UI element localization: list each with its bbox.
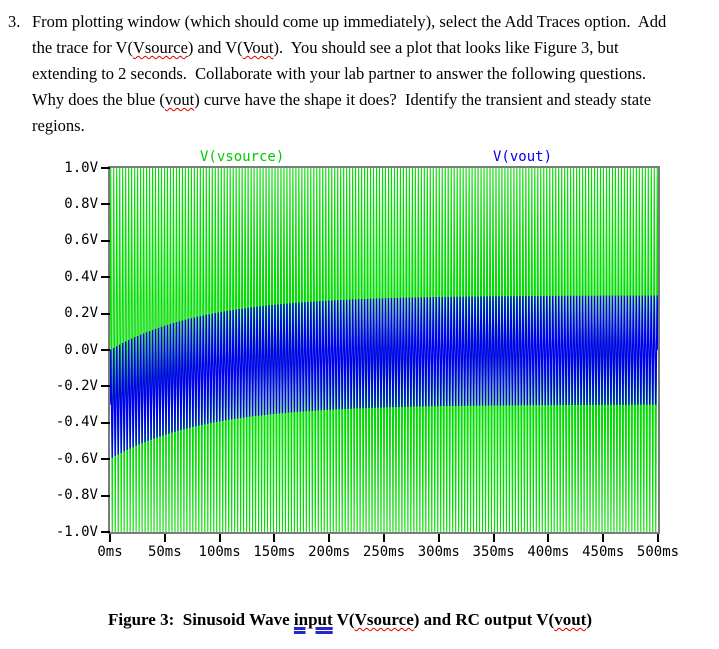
paragraph-line: the trace for V(Vsource) and V(Vout). Yo…	[32, 35, 666, 61]
y-axis-tick	[101, 276, 110, 279]
problem-item-3: 3. From plotting window (which should co…	[8, 9, 666, 139]
y-axis-tick-label: -0.6V	[55, 450, 98, 467]
y-axis-tick-label: 1.0V	[64, 159, 98, 176]
x-axis-tick-label: 400ms	[527, 544, 570, 560]
x-axis-tick	[109, 534, 111, 542]
misspelled-word: Vsource	[132, 38, 188, 57]
y-axis-tick	[101, 312, 110, 315]
x-axis-tick-label: 200ms	[308, 544, 351, 560]
text-run: V(	[332, 610, 355, 629]
y-axis-tick-label: 0.6V	[64, 232, 98, 249]
x-axis-tick	[273, 534, 276, 542]
text-run: extending to 2 seconds. Collaborate with…	[32, 64, 647, 83]
misspelled-word: Vsource	[354, 610, 414, 629]
x-axis-tick	[547, 534, 550, 542]
paragraph-line: Why does the blue (vout) curve have the …	[32, 87, 666, 113]
x-axis-tick	[328, 534, 331, 542]
y-axis-tick	[101, 494, 110, 497]
text-run: ) and V(	[187, 38, 243, 57]
x-axis-tick-label: 350ms	[472, 544, 515, 560]
problem-text: From plotting window (which should come …	[32, 9, 666, 139]
text-run: Why does the blue (	[32, 90, 165, 109]
text-run: ) curve have the shape it does? Identify…	[194, 90, 652, 109]
x-axis-tick-label: 500ms	[636, 544, 680, 560]
x-axis-tick-label: 300ms	[417, 544, 460, 560]
y-axis-tick	[101, 167, 110, 169]
misspelled-word: vout	[164, 90, 195, 109]
paragraph-line: regions.	[32, 113, 666, 139]
text-run: regions.	[32, 116, 85, 135]
y-axis-tick	[101, 531, 110, 533]
text-run: )	[586, 610, 592, 629]
x-axis-tick	[492, 534, 495, 542]
x-axis-tick	[218, 534, 221, 542]
y-axis-tick	[101, 203, 110, 206]
y-axis-tick-label: 0.4V	[64, 268, 98, 285]
x-axis-tick-label: 100ms	[198, 544, 241, 560]
misspelled-word: vout	[554, 610, 587, 629]
plot-canvas	[110, 168, 658, 532]
y-axis-tick-label: 0.0V	[64, 341, 98, 358]
text-run: the trace for V(	[32, 38, 133, 57]
legend-label-vsource: V(vsource)	[200, 149, 285, 165]
x-axis-tick	[383, 534, 385, 542]
x-axis-tick-label: 0ms	[97, 544, 123, 560]
text-run: From plotting window (which should come …	[32, 12, 667, 31]
y-axis-tick	[101, 349, 110, 351]
x-axis-tick-label: 50ms	[147, 544, 182, 560]
y-axis-tick-label: -0.2V	[55, 377, 98, 394]
y-axis-tick	[101, 458, 110, 461]
y-axis-tick	[101, 239, 110, 242]
y-axis-tick-label: -0.4V	[55, 414, 98, 431]
x-axis-tick	[657, 534, 659, 542]
x-axis-tick	[163, 534, 166, 542]
text-run: ). You should see a plot that looks like…	[273, 38, 619, 57]
problem-number: 3.	[8, 12, 21, 31]
y-axis-tick-label: 0.2V	[64, 305, 98, 322]
y-axis-tick-label: 0.8V	[64, 195, 98, 212]
y-axis-tick-label: -0.8V	[55, 487, 98, 504]
figure-caption: Figure 3: Sinusoid Wave input V(Vsource)…	[0, 610, 700, 630]
misspelled-word: Vout	[242, 38, 274, 57]
x-axis-tick	[437, 534, 440, 542]
text-run: Figure 3: Sinusoid Wave	[107, 610, 294, 629]
x-axis-tick-label: 450ms	[582, 544, 625, 560]
plot-frame	[108, 166, 660, 534]
y-axis-tick	[101, 421, 110, 424]
y-axis-tick	[101, 385, 110, 388]
x-axis-tick-label: 150ms	[253, 544, 296, 560]
x-axis-tick-label: 250ms	[362, 544, 406, 560]
text-run: ) and RC output V(	[413, 610, 555, 629]
paragraph-line: extending to 2 seconds. Collaborate with…	[32, 61, 666, 87]
grammar-flagged-word: input	[293, 610, 333, 629]
y-axis-tick-label: -1.0V	[55, 523, 98, 540]
trace-vout	[110, 295, 658, 458]
x-axis-tick	[602, 534, 605, 542]
legend-label-vout: V(vout)	[493, 149, 553, 165]
paragraph-line: From plotting window (which should come …	[32, 9, 666, 35]
